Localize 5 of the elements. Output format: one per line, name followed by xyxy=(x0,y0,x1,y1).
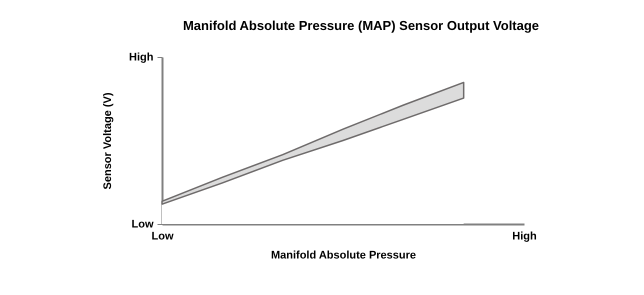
y-axis-title: Sensor Voltage (V) xyxy=(102,92,114,190)
text: Low xyxy=(132,218,154,230)
text: High xyxy=(129,52,154,64)
chart-title: Manifold Absolute Pressure (MAP) Sensor Output Voltage xyxy=(182,18,540,33)
x-axis-title: Manifold Absolute Pressure xyxy=(270,250,416,262)
